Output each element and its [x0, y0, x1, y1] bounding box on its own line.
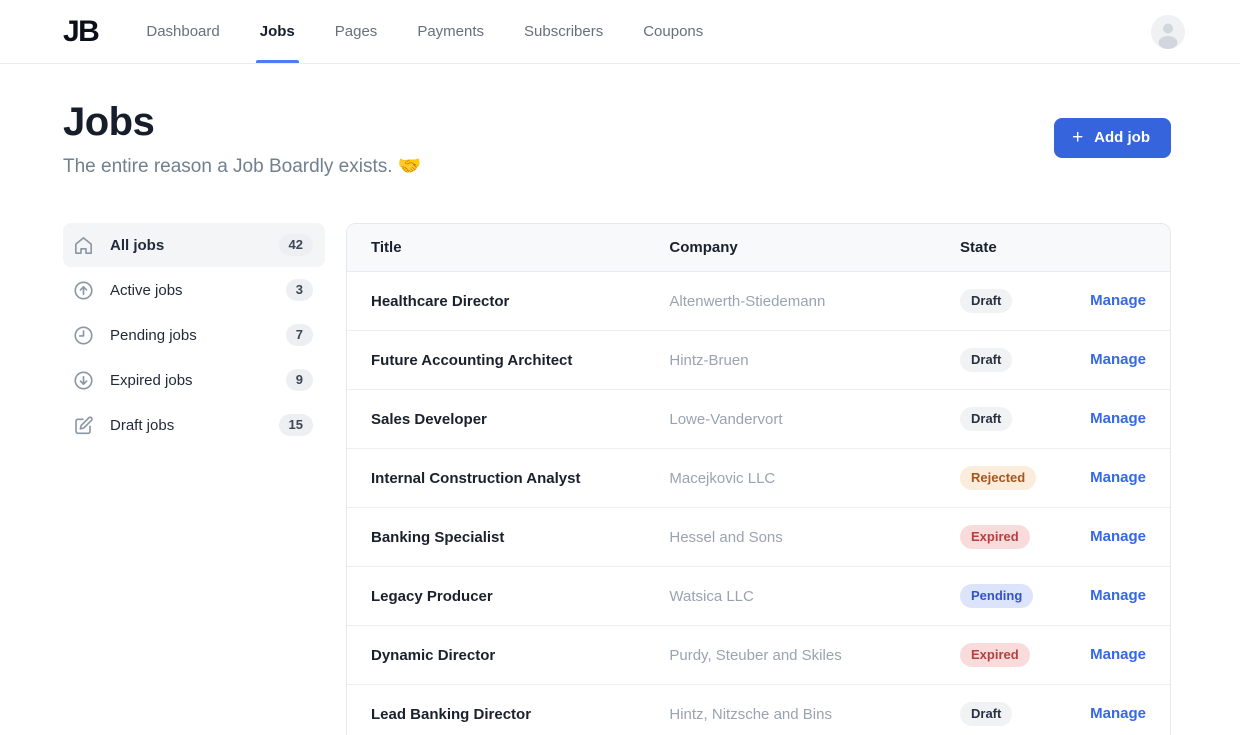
edit-pencil-icon — [72, 414, 95, 437]
table-body: Healthcare Director Altenwerth-Stiedeman… — [347, 272, 1170, 735]
sidebar-item-expired-jobs[interactable]: Expired jobs 9 — [63, 358, 325, 402]
manage-link[interactable]: Manage — [1090, 587, 1146, 604]
jobs-filter-sidebar: All jobs 42 Active jobs 3 Pending jobs 7… — [63, 223, 325, 448]
sidebar-item-label: Pending jobs — [110, 326, 197, 344]
jobs-table: Title Company State Healthcare Director … — [346, 223, 1171, 735]
home-icon — [72, 234, 95, 257]
column-header-title: Title — [371, 239, 402, 256]
table-row: Future Accounting Architect Hintz-Bruen … — [347, 330, 1170, 389]
page-title-block: Jobs The entire reason a Job Boardly exi… — [63, 100, 421, 178]
job-company-cell: Hintz-Bruen — [669, 351, 749, 369]
arrow-up-circle-icon — [72, 279, 95, 302]
nav-item-dashboard[interactable]: Dashboard — [146, 23, 220, 40]
job-title-cell: Legacy Producer — [371, 587, 493, 605]
sidebar-item-count-badge: 9 — [285, 369, 313, 391]
job-title-cell: Internal Construction Analyst — [371, 469, 581, 487]
state-badge: Expired — [960, 525, 1030, 549]
table-header-row: Title Company State — [347, 224, 1170, 272]
manage-link[interactable]: Manage — [1090, 646, 1146, 663]
user-avatar[interactable] — [1151, 14, 1185, 49]
state-badge: Draft — [960, 407, 1013, 431]
table-row: Healthcare Director Altenwerth-Stiedeman… — [347, 272, 1170, 330]
table-row: Legacy Producer Watsica LLC Pending Mana… — [347, 566, 1170, 625]
manage-link[interactable]: Manage — [1090, 351, 1146, 368]
manage-link[interactable]: Manage — [1090, 410, 1146, 427]
manage-link[interactable]: Manage — [1090, 528, 1146, 545]
nav-item-pages[interactable]: Pages — [334, 23, 378, 40]
page-header: Jobs The entire reason a Job Boardly exi… — [63, 100, 1171, 178]
nav-item-subscribers[interactable]: Subscribers — [524, 23, 604, 40]
add-job-button-label: Add job — [1094, 129, 1150, 146]
plus-icon: + — [1072, 127, 1084, 148]
sidebar-item-label: Active jobs — [110, 281, 183, 299]
user-avatar-icon — [1151, 14, 1185, 49]
clock-icon — [72, 324, 95, 347]
table-row: Lead Banking Director Hintz, Nitzsche an… — [347, 684, 1170, 735]
sidebar-item-pending-jobs[interactable]: Pending jobs 7 — [63, 313, 325, 357]
nav-item-payments[interactable]: Payments — [417, 23, 485, 40]
table-row: Banking Specialist Hessel and Sons Expir… — [347, 507, 1170, 566]
job-title-cell: Future Accounting Architect — [371, 351, 573, 369]
add-job-button[interactable]: + Add job — [1054, 118, 1171, 158]
state-badge: Rejected — [960, 466, 1037, 490]
job-company-cell: Altenwerth-Stiedemann — [669, 292, 826, 310]
job-company-cell: Watsica LLC — [669, 587, 754, 605]
main-content: Jobs The entire reason a Job Boardly exi… — [0, 64, 1240, 735]
sidebar-item-active-jobs[interactable]: Active jobs 3 — [63, 268, 325, 312]
state-badge: Expired — [960, 643, 1030, 667]
manage-link[interactable]: Manage — [1090, 292, 1146, 309]
job-company-cell: Macejkovic LLC — [669, 469, 776, 487]
state-badge: Draft — [960, 702, 1013, 726]
job-title-cell: Healthcare Director — [371, 292, 510, 310]
job-title-cell: Banking Specialist — [371, 528, 505, 546]
top-navigation-bar: JB Dashboard Jobs Pages Payments Subscribers… — [0, 0, 1240, 64]
job-title-cell: Lead Banking Director — [371, 705, 532, 723]
state-badge: Draft — [960, 348, 1013, 372]
sidebar-item-count-badge: 42 — [278, 234, 313, 256]
job-company-cell: Lowe-Vandervort — [669, 410, 783, 428]
main-nav: Dashboard Jobs Pages Payments Subscribers Cou… — [126, 0, 723, 63]
state-badge: Draft — [960, 289, 1013, 313]
manage-link[interactable]: Manage — [1090, 469, 1146, 486]
job-title-cell: Dynamic Director — [371, 646, 496, 664]
page-subtitle: The entire reason a Job Boardly exists. … — [63, 156, 422, 177]
sidebar-item-count-badge: 7 — [285, 324, 313, 346]
sidebar-item-label: All jobs — [110, 236, 165, 254]
state-badge: Pending — [960, 584, 1034, 608]
sidebar-item-label: Draft jobs — [110, 416, 175, 434]
job-company-cell: Hintz, Nitzsche and Bins — [669, 705, 832, 723]
nav-item-coupons[interactable]: Coupons — [643, 23, 704, 40]
manage-link[interactable]: Manage — [1090, 705, 1146, 722]
column-header-company: Company — [669, 239, 738, 256]
content-area: All jobs 42 Active jobs 3 Pending jobs 7… — [63, 223, 1171, 735]
job-company-cell: Hessel and Sons — [669, 528, 783, 546]
page-title: Jobs — [63, 100, 155, 144]
table-row: Dynamic Director Purdy, Steuber and Skil… — [347, 625, 1170, 684]
job-company-cell: Purdy, Steuber and Skiles — [669, 646, 842, 664]
column-header-state: State — [960, 239, 997, 256]
nav-item-jobs[interactable]: Jobs — [240, 0, 315, 63]
arrow-down-circle-icon — [72, 369, 95, 392]
sidebar-item-draft-jobs[interactable]: Draft jobs 15 — [63, 403, 325, 447]
sidebar-item-all-jobs[interactable]: All jobs 42 — [63, 223, 325, 267]
job-title-cell: Sales Developer — [371, 410, 487, 428]
table-row: Internal Construction Analyst Macejkovic… — [347, 448, 1170, 507]
table-row: Sales Developer Lowe-Vandervort Draft Ma… — [347, 389, 1170, 448]
brand-logo[interactable]: JB — [63, 14, 100, 48]
sidebar-item-count-badge: 3 — [285, 279, 313, 301]
sidebar-item-label: Expired jobs — [110, 371, 193, 389]
sidebar-item-count-badge: 15 — [278, 414, 313, 436]
